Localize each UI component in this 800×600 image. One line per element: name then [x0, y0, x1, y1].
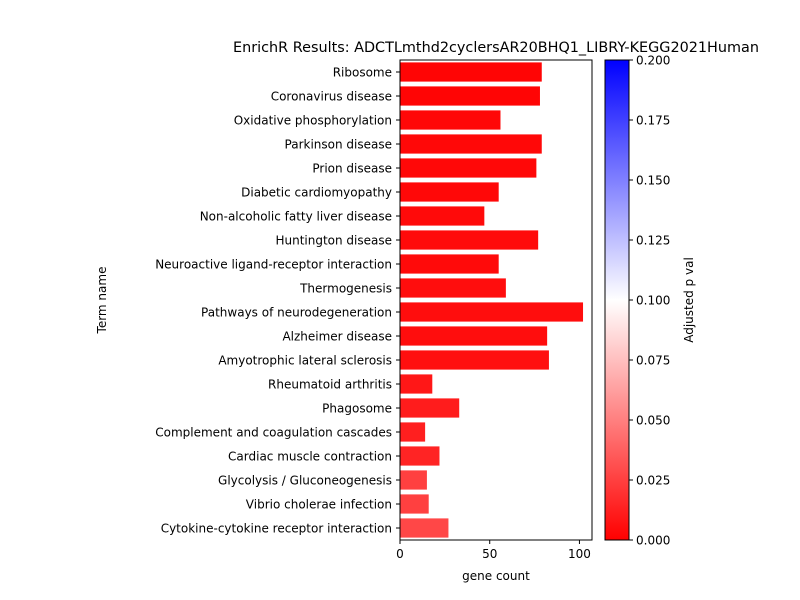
category-label: Diabetic cardiomyopathy — [241, 186, 392, 200]
bar — [400, 350, 549, 370]
colorbar-tick-label: 0.150 — [636, 174, 670, 188]
colorbar-tick-label: 0.100 — [636, 294, 670, 308]
category-label: Complement and coagulation cascades — [155, 426, 392, 440]
x-tick-label: 100 — [568, 547, 591, 561]
colorbar — [604, 59, 630, 541]
bar — [400, 86, 540, 106]
category-label: Alzheimer disease — [282, 330, 392, 344]
bar — [400, 230, 539, 250]
colorbar-tick-label: 0.175 — [636, 114, 670, 128]
bar — [400, 326, 548, 346]
bar — [400, 398, 460, 418]
chart-title: EnrichR Results: ADCTLmthd2cyclersAR20BH… — [233, 40, 759, 56]
bar — [400, 158, 537, 178]
bar — [400, 446, 440, 466]
category-label: Pathways of neurodegeneration — [201, 306, 392, 320]
bar — [400, 422, 426, 442]
bar — [400, 62, 542, 82]
bar — [400, 278, 506, 298]
colorbar-tick-label: 0.000 — [636, 534, 670, 548]
category-label: Amyotrophic lateral sclerosis — [218, 354, 392, 368]
bar — [400, 302, 584, 322]
category-label: Oxidative phosphorylation — [234, 114, 392, 128]
category-label: Parkinson disease — [285, 138, 392, 152]
category-labels: Ribosome Coronavirus disease Oxidative pho… — [155, 66, 400, 536]
bar — [400, 374, 433, 394]
bar — [400, 518, 449, 538]
category-label: Non-alcoholic fatty liver disease — [200, 210, 392, 224]
x-tick-label: 0 — [396, 547, 404, 561]
plot-area-frame — [399, 59, 593, 541]
category-label: Prion disease — [312, 162, 392, 176]
x-axis-label: gene count — [462, 569, 530, 583]
category-label: Ribosome — [333, 66, 392, 80]
category-label: Phagosome — [322, 402, 392, 416]
x-tick-label: 50 — [482, 547, 497, 561]
bar — [400, 134, 542, 154]
colorbar-tick-label: 0.200 — [636, 54, 670, 68]
colorbar-label: Adjusted p val — [682, 257, 696, 343]
category-label: Vibrio cholerae infection — [246, 498, 392, 512]
bars-layer — [400, 62, 584, 538]
category-label: Huntington disease — [275, 234, 392, 248]
category-label: Rheumatoid arthritis — [268, 378, 392, 392]
bar — [400, 182, 499, 202]
bar — [400, 206, 485, 226]
category-label: Neuroactive ligand-receptor interaction — [155, 258, 392, 272]
category-label: Thermogenesis — [299, 282, 392, 296]
colorbar-tick-label: 0.075 — [636, 354, 670, 368]
x-axis-ticks: 0 50 100 — [396, 540, 591, 561]
colorbar-tick-label: 0.025 — [636, 474, 670, 488]
category-label: Glycolysis / Gluconeogenesis — [218, 474, 392, 488]
category-label: Coronavirus disease — [271, 90, 392, 104]
category-label: Cytokine-cytokine receptor interaction — [161, 522, 392, 536]
bar — [400, 110, 501, 130]
bar — [400, 470, 427, 490]
colorbar-tick-label: 0.125 — [636, 234, 670, 248]
colorbar-ticks: 0.000 0.025 0.050 0.075 0.100 0.125 0.150 0.175… — [629, 54, 670, 548]
colorbar-tick-label: 0.050 — [636, 414, 670, 428]
y-axis-label: Term name — [95, 267, 109, 335]
bar — [400, 494, 429, 514]
bar — [400, 254, 499, 274]
category-label: Cardiac muscle contraction — [228, 450, 392, 464]
